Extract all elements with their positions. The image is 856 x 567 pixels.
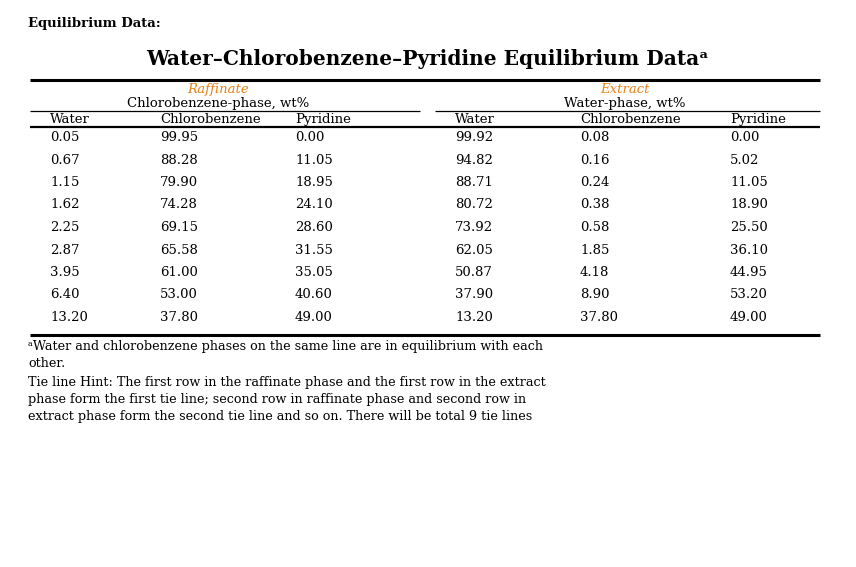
- Text: 0.05: 0.05: [50, 131, 80, 144]
- Text: 13.20: 13.20: [50, 311, 88, 324]
- Text: 0.38: 0.38: [580, 198, 609, 211]
- Text: 5.02: 5.02: [730, 154, 759, 167]
- Text: 36.10: 36.10: [730, 243, 768, 256]
- Text: Water–Chlorobenzene–Pyridine Equilibrium Dataᵃ: Water–Chlorobenzene–Pyridine Equilibrium…: [146, 49, 710, 69]
- Text: 53.00: 53.00: [160, 289, 198, 302]
- Text: 11.05: 11.05: [295, 154, 333, 167]
- Text: Pyridine: Pyridine: [730, 113, 786, 126]
- Text: Chlorobenzene: Chlorobenzene: [580, 113, 681, 126]
- Text: 37.90: 37.90: [455, 289, 493, 302]
- Text: 0.58: 0.58: [580, 221, 609, 234]
- Text: 35.05: 35.05: [295, 266, 333, 279]
- Text: 88.71: 88.71: [455, 176, 493, 189]
- Text: 18.95: 18.95: [295, 176, 333, 189]
- Text: 2.87: 2.87: [50, 243, 80, 256]
- Text: extract phase form the second tie line and so on. There will be total 9 tie line: extract phase form the second tie line a…: [28, 410, 532, 423]
- Text: Water-phase, wt%: Water-phase, wt%: [564, 97, 686, 110]
- Text: 8.90: 8.90: [580, 289, 609, 302]
- Text: 2.25: 2.25: [50, 221, 80, 234]
- Text: 50.87: 50.87: [455, 266, 493, 279]
- Text: 0.00: 0.00: [730, 131, 759, 144]
- Text: 99.95: 99.95: [160, 131, 198, 144]
- Text: 37.80: 37.80: [160, 311, 198, 324]
- Text: 61.00: 61.00: [160, 266, 198, 279]
- Text: 65.58: 65.58: [160, 243, 198, 256]
- Text: 0.16: 0.16: [580, 154, 609, 167]
- Text: 1.15: 1.15: [50, 176, 80, 189]
- Text: Water: Water: [455, 113, 495, 126]
- Text: 1.85: 1.85: [580, 243, 609, 256]
- Text: 73.92: 73.92: [455, 221, 493, 234]
- Text: 0.08: 0.08: [580, 131, 609, 144]
- Text: 0.00: 0.00: [295, 131, 324, 144]
- Text: Extract: Extract: [600, 83, 650, 96]
- Text: Chlorobenzene-phase, wt%: Chlorobenzene-phase, wt%: [127, 97, 309, 110]
- Text: 80.72: 80.72: [455, 198, 493, 211]
- Text: 1.62: 1.62: [50, 198, 80, 211]
- Text: Raffinate: Raffinate: [187, 83, 249, 96]
- Text: 28.60: 28.60: [295, 221, 333, 234]
- Text: 62.05: 62.05: [455, 243, 493, 256]
- Text: 74.28: 74.28: [160, 198, 198, 211]
- Text: 25.50: 25.50: [730, 221, 768, 234]
- Text: 49.00: 49.00: [295, 311, 333, 324]
- Text: 40.60: 40.60: [295, 289, 333, 302]
- Text: 6.40: 6.40: [50, 289, 80, 302]
- Text: Equilibrium Data:: Equilibrium Data:: [28, 17, 161, 30]
- Text: 18.90: 18.90: [730, 198, 768, 211]
- Text: 53.20: 53.20: [730, 289, 768, 302]
- Text: 3.95: 3.95: [50, 266, 80, 279]
- Text: 49.00: 49.00: [730, 311, 768, 324]
- Text: Water: Water: [50, 113, 90, 126]
- Text: 99.92: 99.92: [455, 131, 493, 144]
- Text: 94.82: 94.82: [455, 154, 493, 167]
- Text: 0.67: 0.67: [50, 154, 80, 167]
- Text: 79.90: 79.90: [160, 176, 198, 189]
- Text: 13.20: 13.20: [455, 311, 493, 324]
- Text: 24.10: 24.10: [295, 198, 333, 211]
- Text: 88.28: 88.28: [160, 154, 198, 167]
- Text: 11.05: 11.05: [730, 176, 768, 189]
- Text: Pyridine: Pyridine: [295, 113, 351, 126]
- Text: Chlorobenzene: Chlorobenzene: [160, 113, 260, 126]
- Text: other.: other.: [28, 357, 65, 370]
- Text: 31.55: 31.55: [295, 243, 333, 256]
- Text: 0.24: 0.24: [580, 176, 609, 189]
- Text: 69.15: 69.15: [160, 221, 198, 234]
- Text: 4.18: 4.18: [580, 266, 609, 279]
- Text: 37.80: 37.80: [580, 311, 618, 324]
- Text: phase form the first tie line; second row in raffinate phase and second row in: phase form the first tie line; second ro…: [28, 393, 526, 406]
- Text: Tie line Hint: The first row in the raffinate phase and the first row in the ext: Tie line Hint: The first row in the raff…: [28, 376, 546, 389]
- Text: 44.95: 44.95: [730, 266, 768, 279]
- Text: ᵃWater and chlorobenzene phases on the same line are in equilibrium with each: ᵃWater and chlorobenzene phases on the s…: [28, 340, 543, 353]
